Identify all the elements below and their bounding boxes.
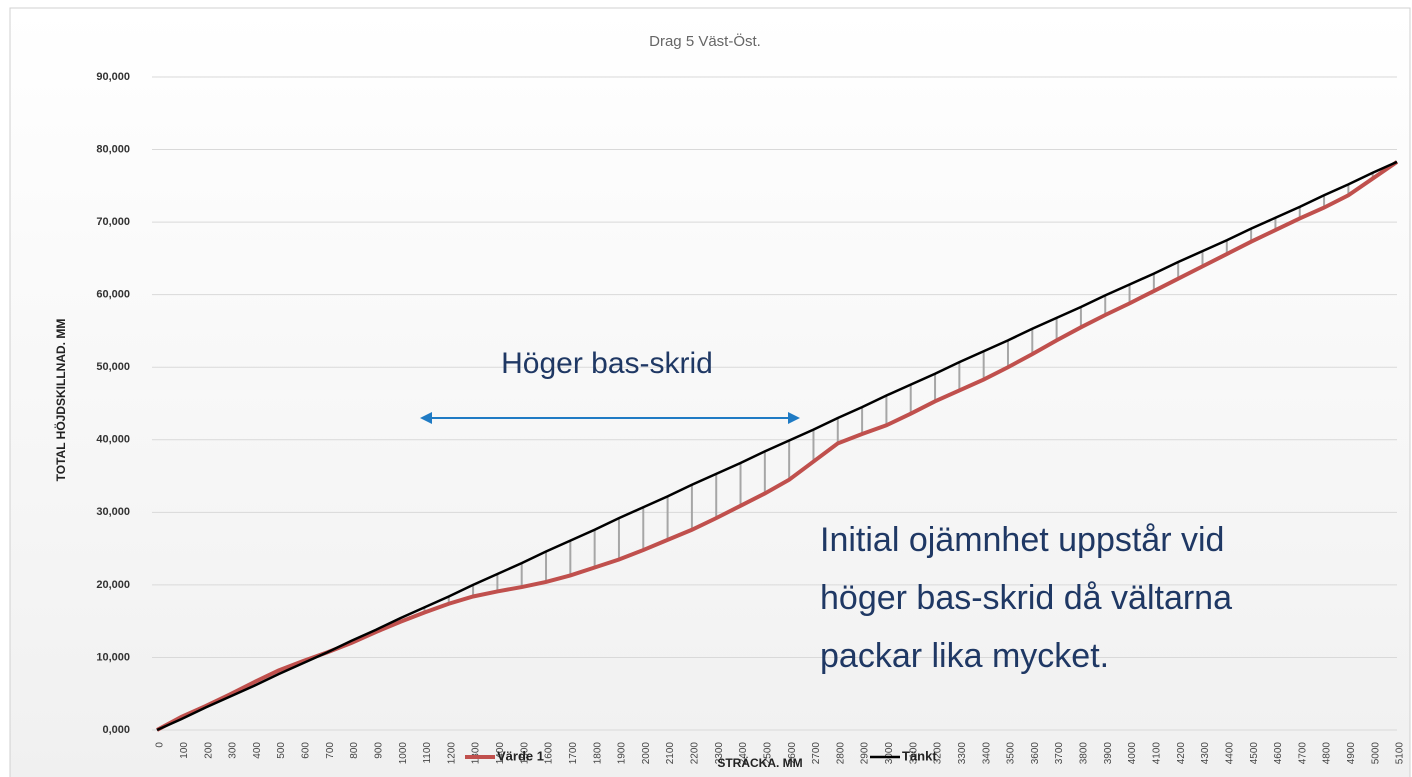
- x-tick-label: 5000: [1370, 742, 1381, 765]
- annotation: Höger bas-skrid: [501, 347, 713, 380]
- x-tick-label: 2100: [665, 742, 676, 765]
- x-tick-label: 2500: [762, 742, 773, 765]
- y-tick-label: 30,000: [96, 506, 130, 518]
- x-tick-label: 2800: [835, 742, 846, 765]
- x-tick-label: 3800: [1079, 742, 1090, 765]
- x-tick-label: 1000: [398, 742, 409, 765]
- y-tick-label: 50,000: [96, 361, 130, 373]
- y-tick-label: 70,000: [96, 216, 130, 228]
- x-tick-label: 5100: [1395, 742, 1406, 765]
- x-tick-label: 3500: [1006, 742, 1017, 765]
- x-tick-label: 500: [276, 742, 287, 759]
- chart-frame: [9, 7, 1411, 777]
- x-tick-label: 0: [155, 742, 166, 748]
- y-tick-label: 80,000: [96, 143, 130, 155]
- x-tick-label: 200: [203, 742, 214, 759]
- x-tick-label: 2400: [738, 742, 749, 765]
- annotation: höger bas-skrid då vältarna: [820, 579, 1232, 617]
- x-tick-label: 1600: [544, 742, 555, 765]
- y-tick-label: 90,000: [96, 71, 130, 83]
- x-tick-label: 3300: [957, 742, 968, 765]
- x-tick-label: 2900: [860, 742, 871, 765]
- x-tick-label: 1700: [568, 742, 579, 765]
- x-tick-label: 3700: [1054, 742, 1065, 765]
- annotation: packar lika mycket.: [820, 637, 1109, 675]
- chart-title: Drag 5 Väst-Öst.: [649, 32, 761, 50]
- y-axis-title: TOTAL HÖJDSKILLNAD. MM: [53, 319, 68, 482]
- y-tick-label: 0,000: [102, 724, 130, 736]
- series-line: [156, 160, 1399, 732]
- x-tick-label: 1200: [446, 742, 457, 765]
- x-tick-label: 4200: [1176, 742, 1187, 765]
- x-tick-label: 3900: [1103, 742, 1114, 765]
- x-tick-label: 4600: [1273, 742, 1284, 765]
- x-tick-label: 4100: [1152, 742, 1163, 765]
- x-tick-label: 2300: [714, 742, 725, 765]
- x-tick-label: 3000: [884, 742, 895, 765]
- x-tick-label: 3200: [933, 742, 944, 765]
- legend-label: Värde 1: [497, 748, 544, 763]
- x-tick-label: 800: [349, 742, 360, 759]
- x-tick-label: 4900: [1346, 742, 1357, 765]
- x-tick-label: 2700: [811, 742, 822, 765]
- x-tick-label: 300: [228, 742, 239, 759]
- y-tick-label: 40,000: [96, 434, 130, 446]
- x-tick-label: 4400: [1224, 742, 1235, 765]
- x-tick-label: 2200: [690, 742, 701, 765]
- x-tick-label: 2000: [641, 742, 652, 765]
- x-tick-label: 1400: [495, 742, 506, 765]
- y-tick-label: 10,000: [96, 651, 130, 663]
- x-tick-label: 4300: [1200, 742, 1211, 765]
- x-tick-label: 4700: [1297, 742, 1308, 765]
- x-tick-label: 3600: [1030, 742, 1041, 765]
- x-tick-label: 3400: [981, 742, 992, 765]
- arrow-head: [420, 412, 432, 424]
- series-line: [156, 160, 1398, 732]
- x-tick-label: 1300: [471, 742, 482, 765]
- x-tick-label: 1900: [617, 742, 628, 765]
- y-tick-label: 20,000: [96, 579, 130, 591]
- x-tick-label: 900: [373, 742, 384, 759]
- x-tick-label: 1500: [519, 742, 530, 765]
- plot: 0,000 10,000 20,000 30,000 40,000 50,000 60,00…: [96, 71, 1405, 770]
- x-tick-label: 2600: [787, 742, 798, 765]
- x-tick-label: 100: [179, 742, 190, 759]
- x-tick-label: 1800: [592, 742, 603, 765]
- y-tick-label: 60,000: [96, 289, 130, 301]
- x-tick-label: 4800: [1322, 742, 1333, 765]
- x-tick-label: 3100: [908, 742, 919, 765]
- x-tick-label: 600: [301, 742, 312, 759]
- x-tick-label: 4000: [1127, 742, 1138, 765]
- arrow-head: [788, 412, 800, 424]
- x-tick-label: 4500: [1249, 742, 1260, 765]
- x-tick-label: 700: [325, 742, 336, 759]
- annotation: Initial ojämnhet uppstår vid: [820, 521, 1224, 559]
- legend-label: Tänkt: [902, 748, 937, 763]
- x-axis-title: STRÄCKA. MM: [717, 755, 802, 770]
- x-tick-label: 400: [252, 742, 263, 759]
- x-tick-label: 1100: [422, 742, 433, 764]
